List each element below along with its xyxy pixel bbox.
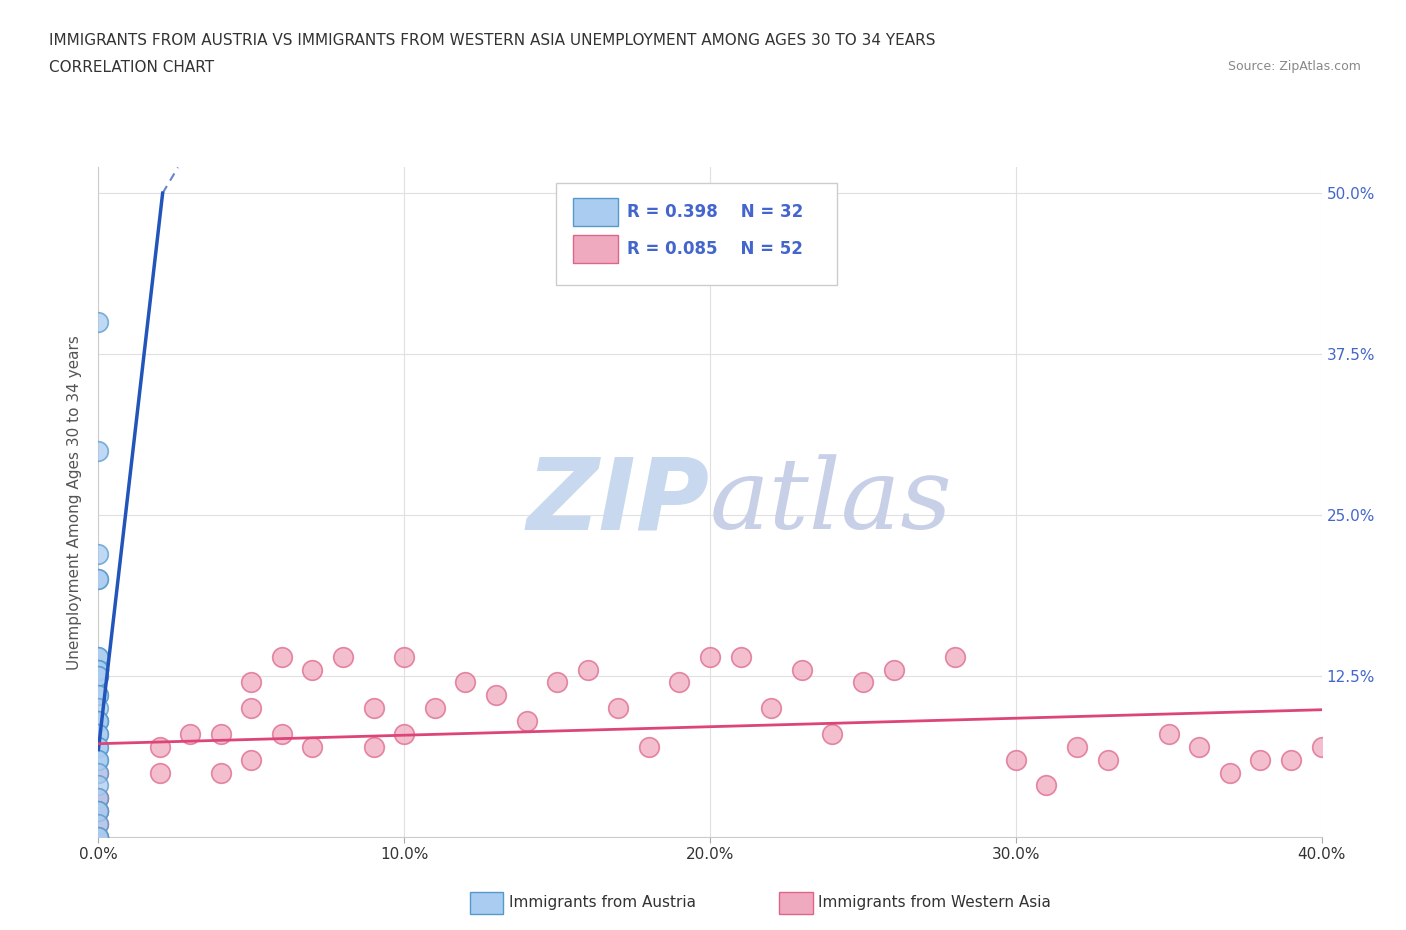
Point — [576, 662, 599, 677]
Point — [87, 701, 110, 716]
Point — [87, 790, 110, 805]
Point — [87, 669, 110, 684]
Point — [790, 662, 813, 677]
Point — [149, 765, 172, 780]
Point — [332, 649, 354, 664]
Point — [87, 752, 110, 767]
Point — [270, 649, 292, 664]
Point — [1097, 752, 1119, 767]
Point — [392, 649, 416, 664]
Point — [1035, 778, 1057, 793]
Point — [209, 765, 232, 780]
Point — [943, 649, 966, 664]
Point — [87, 662, 110, 677]
Point — [1279, 752, 1302, 767]
Point — [759, 701, 782, 716]
Point — [270, 726, 292, 741]
Point — [87, 765, 110, 780]
Point — [149, 739, 172, 754]
Text: Immigrants from Austria: Immigrants from Austria — [509, 895, 696, 910]
Point — [87, 804, 110, 818]
Point — [87, 713, 110, 728]
Point — [852, 675, 875, 690]
Point — [87, 804, 110, 818]
Point — [87, 804, 110, 818]
Point — [1004, 752, 1026, 767]
Point — [423, 701, 446, 716]
Point — [87, 546, 110, 561]
Point — [1157, 726, 1180, 741]
Text: ZIP: ZIP — [527, 454, 710, 551]
Point — [87, 662, 110, 677]
Point — [87, 830, 110, 844]
Point — [87, 790, 110, 805]
Point — [87, 817, 110, 831]
Point — [87, 572, 110, 587]
Point — [87, 765, 110, 780]
Point — [699, 649, 721, 664]
Point — [240, 675, 263, 690]
Point — [87, 739, 110, 754]
Point — [363, 739, 385, 754]
Point — [301, 739, 323, 754]
Point — [209, 726, 232, 741]
Point — [87, 688, 110, 703]
Point — [546, 675, 568, 690]
Point — [1310, 739, 1333, 754]
Point — [240, 752, 263, 767]
Point — [485, 688, 508, 703]
Point — [87, 649, 110, 664]
Point — [668, 675, 690, 690]
Point — [87, 314, 110, 329]
Point — [87, 726, 110, 741]
Point — [87, 830, 110, 844]
Y-axis label: Unemployment Among Ages 30 to 34 years: Unemployment Among Ages 30 to 34 years — [67, 335, 83, 670]
Text: atlas: atlas — [710, 455, 953, 550]
Point — [1188, 739, 1211, 754]
Point — [87, 804, 110, 818]
Text: Immigrants from Western Asia: Immigrants from Western Asia — [818, 895, 1052, 910]
Text: Source: ZipAtlas.com: Source: ZipAtlas.com — [1227, 60, 1361, 73]
Point — [87, 830, 110, 844]
Point — [87, 713, 110, 728]
Point — [179, 726, 201, 741]
Text: CORRELATION CHART: CORRELATION CHART — [49, 60, 214, 75]
Point — [87, 830, 110, 844]
Point — [87, 817, 110, 831]
Point — [240, 701, 263, 716]
Point — [87, 688, 110, 703]
Point — [87, 752, 110, 767]
Point — [454, 675, 477, 690]
Point — [87, 444, 110, 458]
Point — [87, 662, 110, 677]
Point — [730, 649, 752, 664]
Point — [883, 662, 905, 677]
Point — [87, 790, 110, 805]
Point — [87, 572, 110, 587]
Point — [87, 726, 110, 741]
Point — [1249, 752, 1271, 767]
Point — [87, 669, 110, 684]
Point — [87, 778, 110, 793]
Text: IMMIGRANTS FROM AUSTRIA VS IMMIGRANTS FROM WESTERN ASIA UNEMPLOYMENT AMONG AGES : IMMIGRANTS FROM AUSTRIA VS IMMIGRANTS FR… — [49, 33, 936, 47]
Point — [637, 739, 661, 754]
Point — [1066, 739, 1088, 754]
Text: R = 0.085    N = 52: R = 0.085 N = 52 — [627, 240, 803, 258]
Point — [87, 713, 110, 728]
Point — [516, 713, 538, 728]
Point — [821, 726, 844, 741]
Point — [1219, 765, 1241, 780]
Point — [607, 701, 630, 716]
Point — [392, 726, 416, 741]
Point — [87, 649, 110, 664]
Text: R = 0.398    N = 32: R = 0.398 N = 32 — [627, 203, 803, 220]
Point — [87, 739, 110, 754]
Point — [301, 662, 323, 677]
Point — [363, 701, 385, 716]
